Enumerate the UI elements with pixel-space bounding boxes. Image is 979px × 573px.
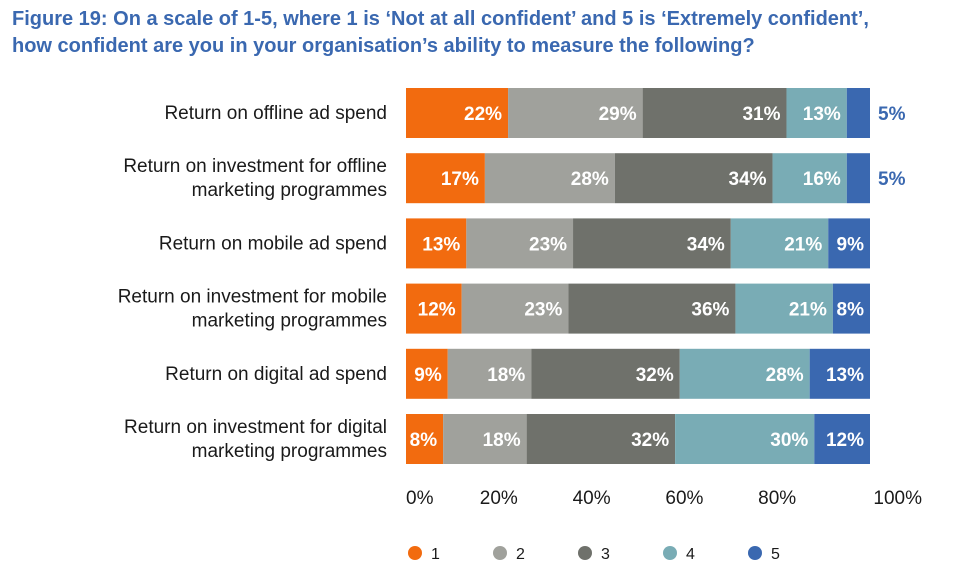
data-label: 30% <box>770 430 808 451</box>
data-label: 9% <box>837 234 865 255</box>
data-label: 22% <box>464 104 502 125</box>
bar-segment <box>832 283 870 334</box>
bar-segment <box>484 153 615 204</box>
bar-segment <box>573 218 731 269</box>
x-tick-label: 20% <box>480 488 518 509</box>
bar-segment <box>461 283 569 334</box>
category-label: Return on mobile ad spend <box>159 233 387 254</box>
data-label: 31% <box>742 104 780 125</box>
data-label: 28% <box>766 365 804 386</box>
data-label: 16% <box>803 169 841 190</box>
legend-label: 1 <box>431 546 440 563</box>
legend-label: 5 <box>771 546 780 563</box>
bar-segment <box>443 414 527 464</box>
data-label: 36% <box>691 300 729 321</box>
category-label: Return on offline ad spend <box>164 103 387 124</box>
data-label: 32% <box>631 430 669 451</box>
data-label: 21% <box>789 300 827 321</box>
data-label: 29% <box>599 104 637 125</box>
x-tick-label: 40% <box>573 488 611 509</box>
bar-segment <box>846 153 870 204</box>
legend-marker <box>408 546 422 560</box>
bar-segment <box>809 348 870 399</box>
data-label: 18% <box>483 430 521 451</box>
bar-segment <box>735 283 833 334</box>
data-label: 28% <box>571 169 609 190</box>
category-label: Return on investment for offline <box>123 156 387 177</box>
bar-segment <box>675 414 815 464</box>
bar-segment <box>526 414 676 464</box>
bar-segment <box>772 153 847 204</box>
data-label: 23% <box>529 234 567 255</box>
chart-title: Figure 19: On a scale of 1-5, where 1 is… <box>12 6 972 60</box>
bar-segment <box>447 348 532 399</box>
x-tick-label: 0% <box>406 488 434 509</box>
legend-marker <box>748 546 762 560</box>
bar-segment <box>846 88 870 138</box>
x-tick-label: 100% <box>873 488 922 509</box>
bar-segment <box>568 283 736 334</box>
legend-marker <box>493 546 507 560</box>
x-tick-label: 80% <box>758 488 796 509</box>
bar-segment <box>406 414 444 464</box>
bar-segment <box>642 88 787 138</box>
bar-segment <box>508 88 643 138</box>
bar-segment <box>406 218 467 269</box>
data-label: 13% <box>803 104 841 125</box>
data-label: 8% <box>837 300 865 321</box>
bar-segment <box>814 414 870 464</box>
data-label: 34% <box>687 234 725 255</box>
bar-segment <box>466 218 574 269</box>
data-label: 8% <box>410 430 438 451</box>
category-label: Return on digital ad spend <box>165 364 387 385</box>
data-label: 21% <box>784 234 822 255</box>
data-label: 5% <box>878 169 906 190</box>
bar-segment <box>828 218 870 269</box>
legend-label: 4 <box>686 546 695 563</box>
legend-marker <box>578 546 592 560</box>
data-label: 12% <box>418 300 456 321</box>
bar-segment <box>730 218 829 269</box>
legend-marker <box>663 546 677 560</box>
bar-segment <box>679 348 810 399</box>
data-label: 17% <box>441 169 479 190</box>
bar-segment <box>406 283 462 334</box>
data-label: 5% <box>878 104 906 125</box>
category-label: Return on investment for digital <box>124 417 387 438</box>
data-label: 18% <box>487 365 525 386</box>
bar-segment <box>406 348 448 399</box>
bar-segment <box>531 348 680 399</box>
data-label: 13% <box>826 365 864 386</box>
data-label: 9% <box>414 365 442 386</box>
chart-title-line-1: Figure 19: On a scale of 1-5, where 1 is… <box>12 8 869 30</box>
category-label: marketing programmes <box>192 441 387 462</box>
chart-title-line-2: how confident are you in your organisati… <box>12 35 755 57</box>
bar-segment <box>614 153 773 204</box>
category-label: marketing programmes <box>192 311 387 332</box>
data-label: 13% <box>422 234 460 255</box>
data-label: 32% <box>636 365 674 386</box>
bar-segment <box>406 88 509 138</box>
category-label: marketing programmes <box>192 180 387 201</box>
bar-segment <box>786 88 847 138</box>
x-tick-label: 60% <box>665 488 703 509</box>
data-label: 23% <box>524 300 562 321</box>
data-label: 12% <box>826 430 864 451</box>
legend-label: 2 <box>516 546 525 563</box>
data-label: 34% <box>729 169 767 190</box>
category-label: Return on investment for mobile <box>118 287 387 308</box>
legend-label: 3 <box>601 546 610 563</box>
bar-segment <box>406 153 485 204</box>
